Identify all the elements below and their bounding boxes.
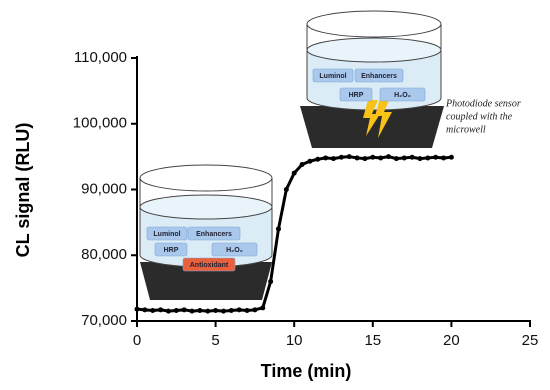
well-label: Antioxidant xyxy=(190,262,229,269)
data-point xyxy=(181,307,187,313)
data-point xyxy=(213,307,219,313)
x-tick-label: 5 xyxy=(211,332,219,349)
data-point xyxy=(433,154,439,160)
data-point xyxy=(331,156,336,162)
data-point xyxy=(448,154,454,160)
well-rim xyxy=(139,164,273,192)
plot: 70,000 80,000 90,000 100,000 110,000 0 5 10 15 20… xyxy=(73,49,539,349)
y-tick-label: 110,000 xyxy=(74,49,127,66)
label-box xyxy=(187,226,241,241)
data-point xyxy=(173,307,179,313)
data-point xyxy=(150,307,156,313)
data-point xyxy=(362,156,368,162)
well-label: H₂O₂ xyxy=(394,92,411,99)
well-label: Enhancers xyxy=(196,231,232,238)
data-point xyxy=(378,155,384,161)
x-tick-label: 0 xyxy=(133,332,141,349)
data-point xyxy=(244,307,250,313)
data-point xyxy=(417,156,423,162)
label-box xyxy=(154,242,188,257)
well-label: Luminol xyxy=(153,231,180,238)
well-rim xyxy=(306,10,442,38)
x-tick-label: 20 xyxy=(443,332,460,349)
data-point xyxy=(275,226,281,232)
well-wall xyxy=(306,24,442,111)
data-point xyxy=(299,162,305,168)
data-point xyxy=(401,155,407,161)
light-bolt xyxy=(363,100,380,136)
data-point xyxy=(134,306,140,312)
data-point xyxy=(370,154,376,160)
label-box xyxy=(379,87,426,102)
data-point xyxy=(307,158,313,164)
sensor-note: coupled with the xyxy=(446,111,513,122)
x-tick-label: 10 xyxy=(286,332,303,349)
liquid-top xyxy=(139,194,273,220)
data-point xyxy=(386,154,392,160)
well-base xyxy=(300,106,444,148)
well-base xyxy=(140,262,272,300)
data-point xyxy=(205,308,211,314)
data-point xyxy=(228,307,234,313)
data-point xyxy=(197,307,203,313)
well-label: Luminol xyxy=(319,73,346,80)
data-point xyxy=(283,187,289,192)
data-point xyxy=(409,154,415,160)
data-point xyxy=(315,156,321,162)
data-point xyxy=(338,154,344,160)
data-point xyxy=(236,307,242,313)
well-label: HRP xyxy=(164,247,179,254)
data-point xyxy=(354,155,360,161)
well-label: HRP xyxy=(349,92,364,99)
data-point xyxy=(346,154,352,160)
label-box xyxy=(339,87,373,102)
sensor-note: Photodiode sensor xyxy=(445,98,521,109)
data-point xyxy=(165,308,171,314)
x-tick-label: 15 xyxy=(364,332,381,349)
data-point xyxy=(158,307,164,313)
well-label: H₂O₂ xyxy=(226,247,243,254)
light-bolt xyxy=(375,98,392,138)
label-box xyxy=(146,226,188,241)
data-point xyxy=(268,279,274,285)
y-axis-title: CL signal (RLU) xyxy=(13,123,33,258)
label-box xyxy=(211,242,258,257)
data-point xyxy=(441,155,447,161)
label-box xyxy=(182,257,236,272)
data-point xyxy=(260,305,266,311)
y-tick-label: 70,000 xyxy=(81,312,127,329)
label-box xyxy=(354,68,404,83)
data-point xyxy=(252,307,258,313)
well-label: Enhancers xyxy=(361,73,397,80)
y-tick-label: 100,000 xyxy=(73,115,127,132)
well-labels: Luminol Enhancers HRP H₂O₂ Antioxidant Lumino… xyxy=(146,68,521,272)
data-point xyxy=(189,308,195,314)
x-axis-title: Time (min) xyxy=(261,361,352,381)
data-point xyxy=(220,308,226,314)
y-tick-label: 80,000 xyxy=(81,246,127,263)
sensor-note: microwell xyxy=(446,124,486,135)
liquid-top xyxy=(306,37,442,63)
data-point xyxy=(142,307,148,313)
data-point xyxy=(323,155,329,161)
data-point xyxy=(291,170,297,176)
x-tick-label: 25 xyxy=(522,332,539,349)
y-tick-label: 90,000 xyxy=(81,180,127,197)
data-point xyxy=(425,155,431,161)
data-point xyxy=(393,156,399,162)
label-box xyxy=(312,68,354,83)
